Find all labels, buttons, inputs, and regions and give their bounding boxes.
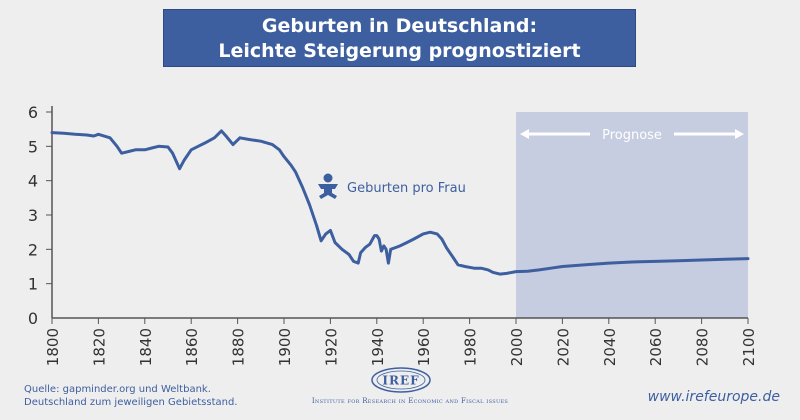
baby-icon [318,173,338,199]
y-tick-label: 1 [28,275,38,294]
website-link[interactable]: www.irefeurope.de [647,389,780,405]
forecast-region [516,112,748,318]
x-tick-label: 1840 [137,328,155,366]
chart-title-line1: Geburten in Deutschland: [261,15,538,37]
x-tick-label: 1820 [90,328,108,366]
chart-title: Geburten in Deutschland: Leichte Steiger… [163,9,636,67]
x-tick-label: 2080 [694,328,712,366]
x-tick-label: 1800 [44,328,62,366]
y-tick-label: 2 [28,240,38,259]
x-tick-label: 1880 [230,328,248,366]
y-tick-label: 3 [28,206,38,225]
x-tick-label: 1920 [322,328,340,366]
source-note: Quelle: gapminder.org und Weltbank. Deut… [24,383,237,409]
x-tick-label: 1900 [276,328,294,366]
x-tick-label: 2000 [508,328,526,366]
forecast-label: Prognose [602,128,662,143]
x-tick-label: 2100 [740,328,758,366]
x-tick-label: 2040 [601,328,619,366]
iref-logo: IREF Institute for Research in Economic … [300,366,520,414]
y-tick-label: 6 [28,103,38,122]
y-tick-label: 5 [28,137,38,156]
forecast-arrowhead-right [735,129,744,139]
y-tick-label: 0 [28,309,38,328]
y-tick-label: 4 [28,172,38,191]
chart-title-line2: Leichte Steigerung prognostiziert [218,40,581,62]
x-tick-label: 1940 [369,328,387,366]
logo-word: IREF [382,374,419,388]
x-tick-label: 2060 [647,328,665,366]
source-line-1: Quelle: gapminder.org und Weltbank. [24,384,211,395]
series-annotation-label: Geburten pro Frau [347,181,466,196]
forecast-arrowhead-left [520,129,529,139]
series-line [50,129,750,276]
source-line-2: Deutschland zum jeweiligen Gebietsstand. [24,397,238,408]
iref-logo-mark: IREF [371,367,431,393]
x-tick-label: 1980 [462,328,480,366]
logo-subtitle: Institute for Research in Economic and F… [311,397,509,405]
x-tick-label: 2020 [554,328,572,366]
x-tick-label: 1860 [183,328,201,366]
x-tick-label: 1960 [415,328,433,366]
